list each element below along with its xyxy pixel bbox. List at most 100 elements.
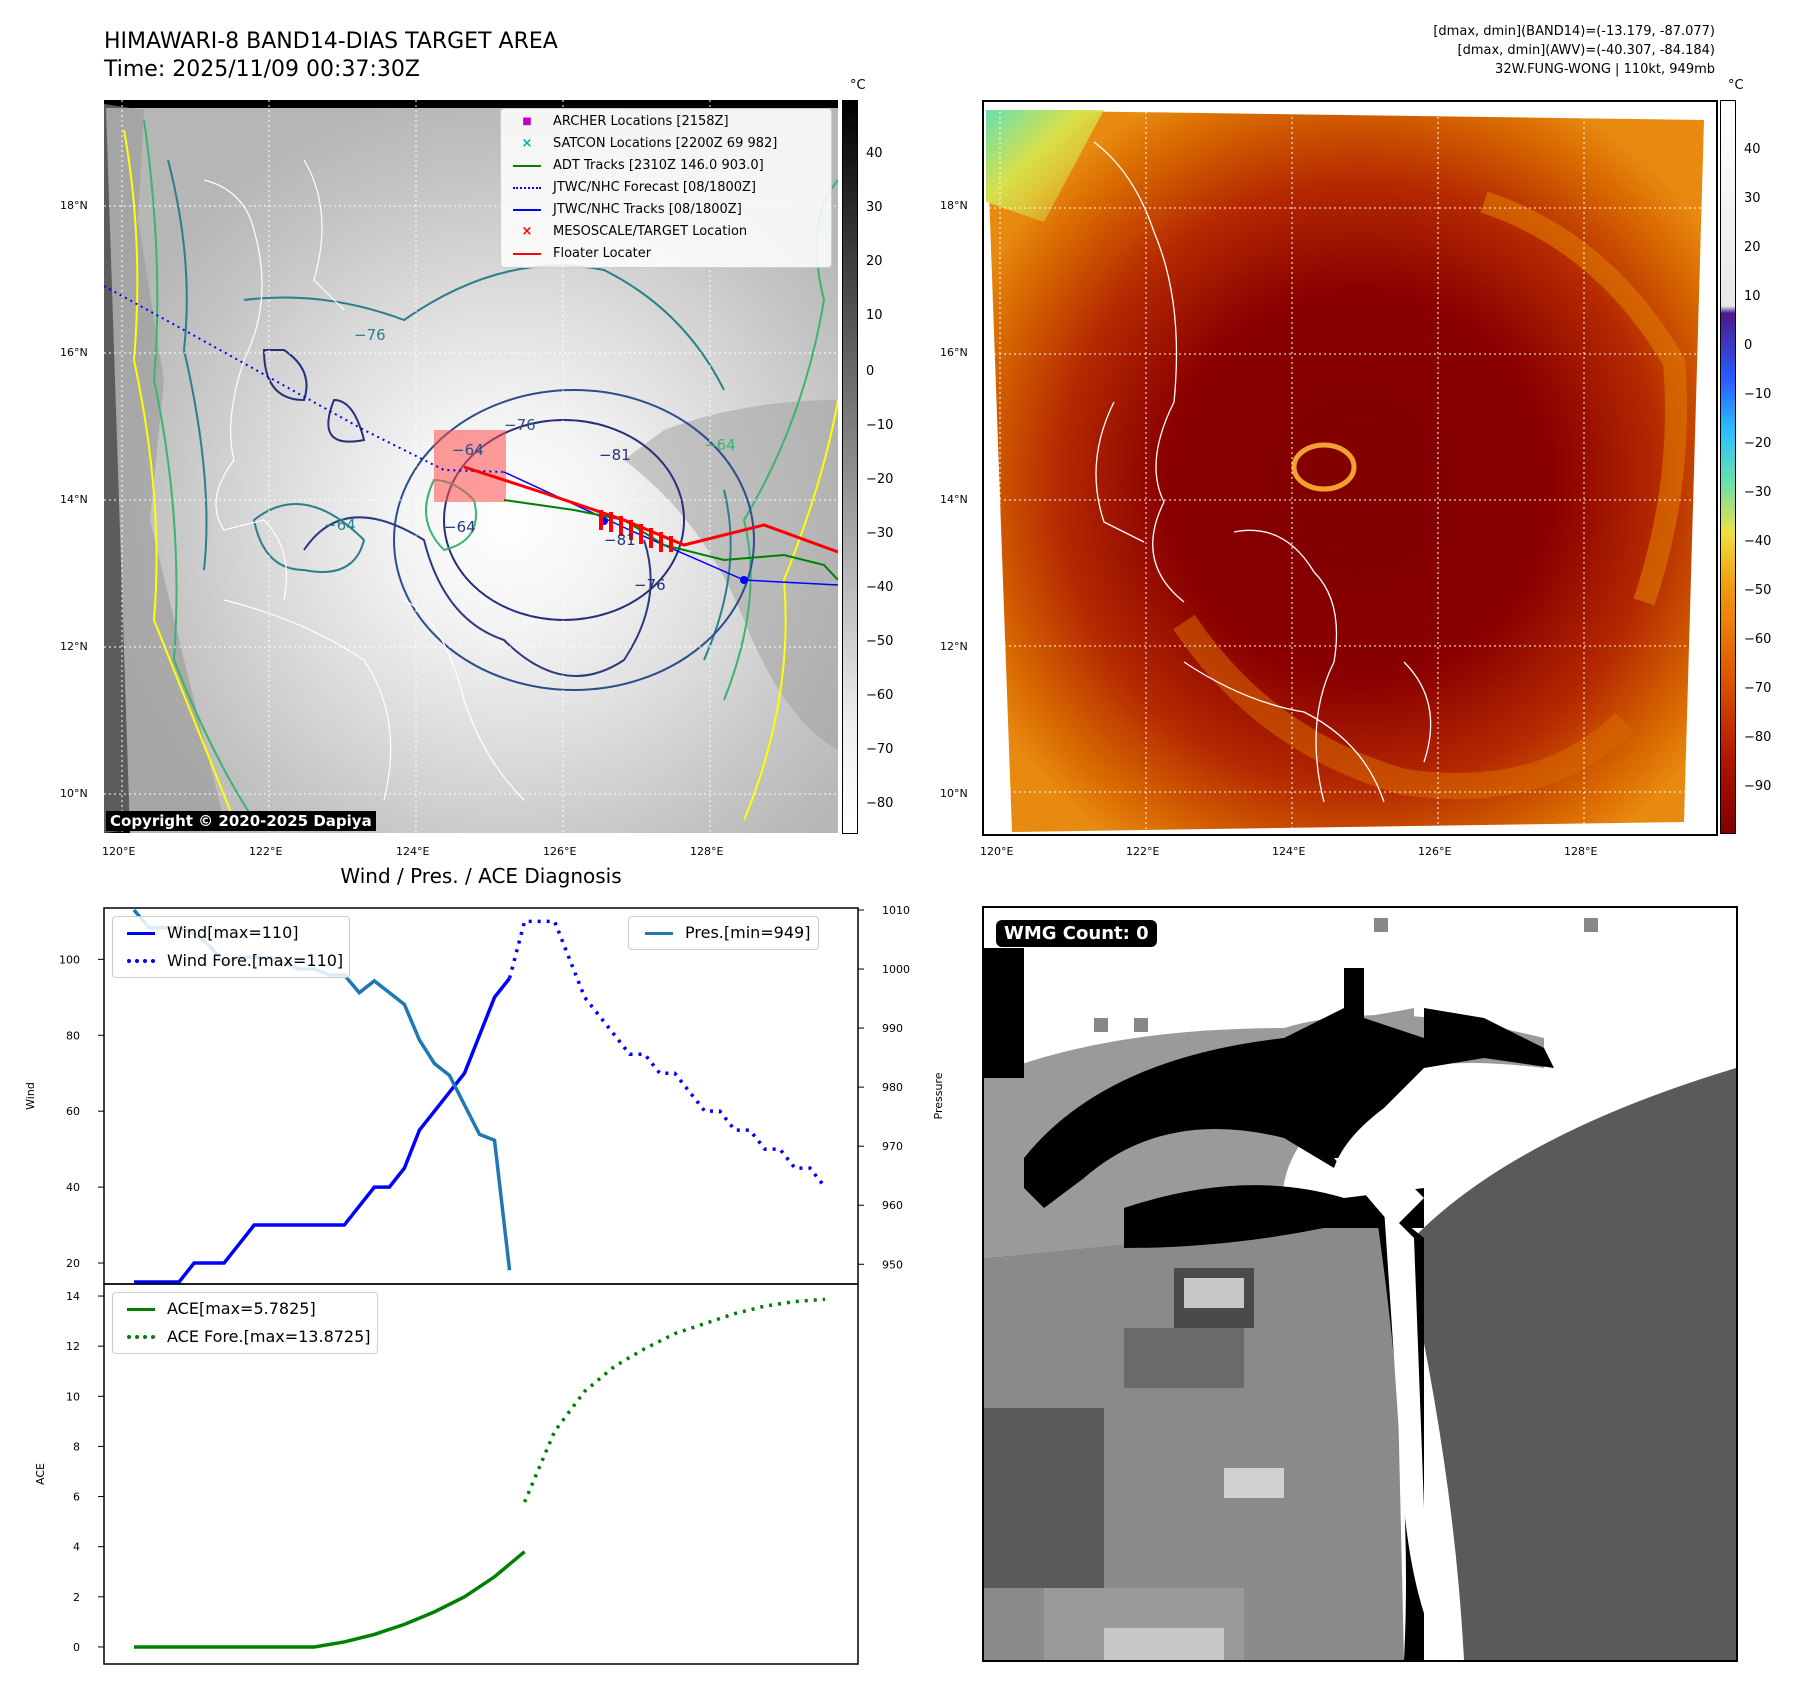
legend-item-ace-forecast: ACE Fore.[max=13.8725] xyxy=(119,1323,371,1351)
line-swatch-icon xyxy=(513,165,541,167)
legend-item-wind-forecast: Wind Fore.[max=110] xyxy=(119,947,343,975)
colorbar-tick: −10 xyxy=(1744,387,1772,402)
y-right-tick-label: 1010 xyxy=(882,904,910,917)
y-tick-label: 10 xyxy=(66,1390,80,1403)
colorbar-tick: 0 xyxy=(1744,338,1753,353)
left-colorbar-ticks: 40 30 20 10 0 −10 −20 −30 −40 −50 −60 −7… xyxy=(866,100,926,832)
y-right-tick-label: 970 xyxy=(882,1140,903,1153)
lat-label: 10°N xyxy=(60,787,88,800)
colorbar-tick: −20 xyxy=(1744,436,1772,451)
colorbar-tick: −70 xyxy=(1744,681,1772,696)
colorbar-tick: 30 xyxy=(1744,191,1761,206)
lat-label: 14°N xyxy=(940,493,968,506)
x-marker-icon: × xyxy=(521,224,533,239)
diagnosis-title: Wind / Pres. / ACE Diagnosis xyxy=(340,864,622,888)
right-map-panel xyxy=(982,100,1718,836)
legend-item-satcon: × SATCON Locations [2200Z 69 982] xyxy=(505,133,827,155)
lon-label: 120°E xyxy=(980,845,1014,858)
lon-label: 126°E xyxy=(543,845,577,858)
colorbar-tick: −50 xyxy=(866,634,894,649)
colorbar-tick: −60 xyxy=(866,688,894,703)
colorbar-tick: −60 xyxy=(1744,632,1772,647)
info-block: [dmax, dmin](BAND14)=(-13.179, -87.077) … xyxy=(1433,22,1715,79)
series-line xyxy=(522,1297,826,1503)
line-dot-swatch-icon xyxy=(513,209,541,211)
line-swatch-icon xyxy=(513,253,541,255)
contour-label: −81 xyxy=(604,531,636,549)
eye-ring xyxy=(1291,442,1357,492)
map-gridlines xyxy=(984,102,1716,834)
info-line-awv: [dmax, dmin](AWV)=(-40.307, -84.184) xyxy=(1457,43,1715,58)
colorbar-tick: −40 xyxy=(866,580,894,595)
y-right-tick-label: 990 xyxy=(882,1022,903,1035)
ir-cloud-field xyxy=(986,110,1704,832)
lon-label: 126°E xyxy=(1418,845,1452,858)
legend-item-jtwc-forecast: JTWC/NHC Forecast [08/1800Z] xyxy=(505,177,827,199)
floater-locater-track xyxy=(463,465,838,554)
legend-item-floater: Floater Locater xyxy=(505,243,827,265)
square-marker-icon: ■ xyxy=(522,116,532,127)
y-tick-label: 2 xyxy=(73,1591,80,1604)
lon-label: 128°E xyxy=(1564,845,1598,858)
y-tick-label: 12 xyxy=(66,1340,80,1353)
series-line xyxy=(134,977,511,1284)
y-right-tick-label: 960 xyxy=(882,1199,903,1212)
target-area-box xyxy=(434,430,506,502)
legend-item-archer: ■ ARCHER Locations [2158Z] xyxy=(505,111,827,133)
line-swatch-icon xyxy=(127,1307,155,1311)
ace-plot: 14 12 10 8 6 4 2 0 xyxy=(66,1290,826,1654)
info-line-band14: [dmax, dmin](BAND14)=(-13.179, -87.077) xyxy=(1433,24,1715,39)
series-line xyxy=(507,919,827,1189)
colorbar-tick: −10 xyxy=(866,418,894,433)
colorbar-tick: 10 xyxy=(1744,289,1761,304)
legend-item-jtwc-tracks: JTWC/NHC Tracks [08/1800Z] xyxy=(505,199,827,221)
y-tick-label: 0 xyxy=(73,1641,80,1654)
ace-legend: ACE[max=5.7825] ACE Fore.[max=13.8725] xyxy=(112,1292,378,1354)
y-tick-label: 20 xyxy=(66,1257,80,1270)
lat-label: 12°N xyxy=(940,640,968,653)
line-swatch-icon xyxy=(645,931,673,935)
y-tick-label: 80 xyxy=(66,1029,80,1042)
colorbar-tick: −80 xyxy=(866,796,894,811)
lon-label: 128°E xyxy=(690,845,724,858)
colorbar-tick: 40 xyxy=(866,146,883,161)
lon-label: 124°E xyxy=(1272,845,1306,858)
lon-label: 120°E xyxy=(102,845,136,858)
left-colorbar xyxy=(842,100,858,834)
right-colorbar xyxy=(1720,100,1736,834)
pressure-legend: Pres.[min=949] xyxy=(628,916,820,950)
line-swatch-icon xyxy=(127,931,155,935)
jtwc-forecast-track xyxy=(104,285,505,473)
pressure-axis-label: Pressure xyxy=(932,1072,945,1119)
dotted-swatch-icon xyxy=(127,959,155,963)
ace-axis-label: ACE xyxy=(34,1463,47,1485)
legend-item-ace: ACE[max=5.7825] xyxy=(119,1295,371,1323)
wmg-panel: WMG Count: 0 xyxy=(982,906,1738,1662)
left-map-imagery: −64 −76 −81 −76 −81 −76 −64 −64 −64 xyxy=(104,100,838,833)
lon-label: 124°E xyxy=(396,845,430,858)
info-line-storm: 32W.FUNG-WONG | 110kt, 949mb xyxy=(1495,62,1715,77)
legend-item-mesoscale: × MESOSCALE/TARGET Location xyxy=(505,221,827,243)
ace-plot-frame xyxy=(103,1283,859,1665)
contour-label: −64 xyxy=(324,516,356,534)
contour-label: −76 xyxy=(504,416,536,434)
warm-corner xyxy=(986,110,1104,222)
legend-item-wind: Wind[max=110] xyxy=(119,919,343,947)
contour-label: −76 xyxy=(354,326,386,344)
colorbar-tick: 0 xyxy=(866,364,875,379)
contour-label: −64 xyxy=(444,518,476,536)
contour-label: −76 xyxy=(634,576,666,594)
lat-label: 12°N xyxy=(60,640,88,653)
lat-label: 10°N xyxy=(940,787,968,800)
y-tick-label: 8 xyxy=(73,1440,80,1453)
y-tick-label: 4 xyxy=(73,1541,80,1554)
wind-axis-label: Wind xyxy=(24,1082,37,1110)
adt-track xyxy=(503,499,838,581)
left-map-panel: −64 −76 −81 −76 −81 −76 −64 −64 −64 ■ AR… xyxy=(104,100,838,833)
wind-legend: Wind[max=110] Wind Fore.[max=110] xyxy=(112,916,351,978)
lon-label: 122°E xyxy=(1126,845,1160,858)
y-tick-label: 100 xyxy=(59,953,80,966)
lat-label: 16°N xyxy=(60,346,88,359)
contour-label: −81 xyxy=(599,446,631,464)
contour-lines xyxy=(123,119,838,821)
